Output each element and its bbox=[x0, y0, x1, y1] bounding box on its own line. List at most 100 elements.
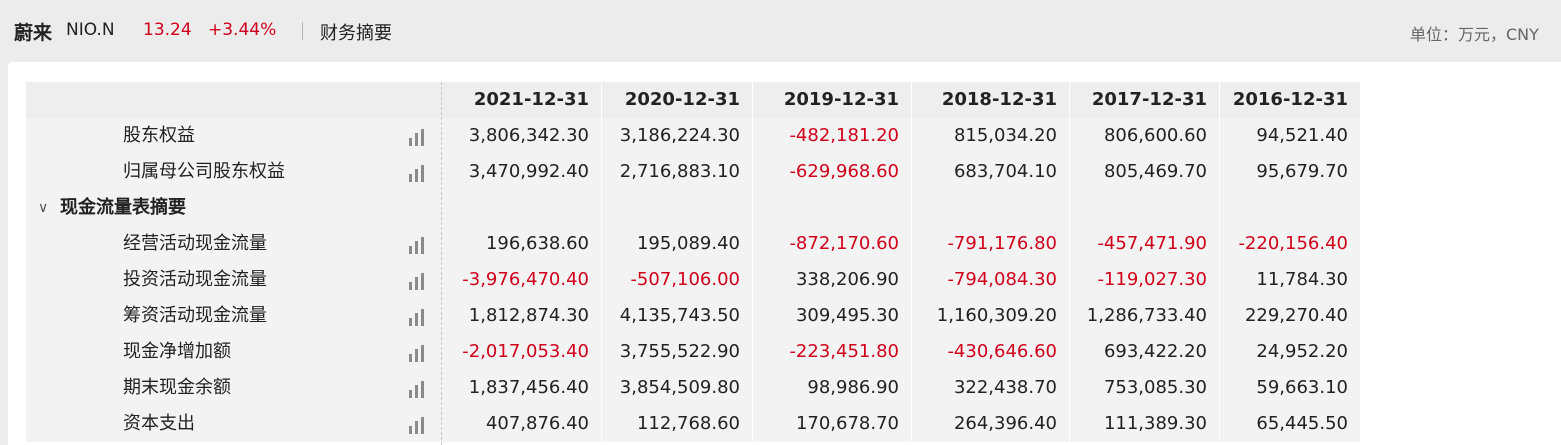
table-cell: 805,469.70 bbox=[1103, 161, 1207, 182]
table-cell: 170,678.70 bbox=[795, 413, 899, 434]
table-cell: 196,638.60 bbox=[485, 233, 589, 254]
table-cell: 806,600.60 bbox=[1103, 125, 1207, 146]
bar-chart-icon[interactable] bbox=[409, 344, 429, 362]
table-cell: 338,206.90 bbox=[795, 269, 899, 290]
row-label: 现金净增加额 bbox=[123, 341, 231, 362]
table-row: 现金净增加额 -2,017,053.40 3,755,522.90 -223,451.… bbox=[26, 334, 1360, 370]
row-label-cell: 股东权益 bbox=[26, 118, 441, 154]
table-cell: -220,156.40 bbox=[1238, 233, 1348, 254]
row-label-cell: ∨ 现金流量表摘要 bbox=[26, 190, 441, 226]
table-cell: 59,663.10 bbox=[1256, 377, 1348, 398]
column-divider bbox=[1069, 82, 1070, 445]
bar-chart-icon[interactable] bbox=[409, 308, 429, 326]
row-label: 投资活动现金流量 bbox=[123, 269, 267, 290]
row-label-cell: 经营活动现金流量 bbox=[26, 226, 441, 262]
table-cell: 195,089.40 bbox=[636, 233, 740, 254]
column-header[interactable]: 2016-12-31 bbox=[1232, 89, 1348, 110]
table-cell: -223,451.80 bbox=[789, 341, 899, 362]
table-cell: -3,976,470.40 bbox=[462, 269, 589, 290]
column-divider bbox=[441, 82, 442, 445]
table-cell: -457,471.90 bbox=[1097, 233, 1207, 254]
stock-price: 13.24 bbox=[143, 20, 192, 40]
table-cell: -119,027.30 bbox=[1097, 269, 1207, 290]
table-cell: 11,784.30 bbox=[1256, 269, 1348, 290]
stock-code: NIO.N bbox=[66, 20, 115, 40]
section-title: 财务摘要 bbox=[320, 23, 392, 44]
table-cell: 1,837,456.40 bbox=[468, 377, 589, 398]
table-cell: -794,084.30 bbox=[947, 269, 1057, 290]
table-cell: 98,986.90 bbox=[807, 377, 899, 398]
chevron-down-icon[interactable]: ∨ bbox=[38, 200, 49, 216]
row-label: 股东权益 bbox=[123, 125, 195, 146]
table-cell: -872,170.60 bbox=[789, 233, 899, 254]
table-cell: 3,806,342.30 bbox=[468, 125, 589, 146]
table-cell: 2,716,883.10 bbox=[619, 161, 740, 182]
table-cell: 407,876.40 bbox=[485, 413, 589, 434]
table-cell: -791,176.80 bbox=[947, 233, 1057, 254]
table-cell: 65,445.50 bbox=[1256, 413, 1348, 434]
table-cell: 683,704.10 bbox=[953, 161, 1057, 182]
column-header[interactable]: 2018-12-31 bbox=[941, 89, 1057, 110]
stock-change: +3.44% bbox=[208, 20, 277, 40]
bar-chart-icon[interactable] bbox=[409, 236, 429, 254]
row-label: 资本支出 bbox=[123, 413, 195, 434]
row-label-cell: 投资活动现金流量 bbox=[26, 262, 441, 298]
table-cell: -629,968.60 bbox=[789, 161, 899, 182]
table-cell: 229,270.40 bbox=[1244, 305, 1348, 326]
table-row: 筹资活动现金流量 1,812,874.30 4,135,743.50 309,495.… bbox=[26, 298, 1360, 334]
header-divider bbox=[302, 22, 303, 40]
section-row[interactable]: ∨ 现金流量表摘要 bbox=[26, 190, 1360, 226]
header-bar: 蔚来 NIO.N 13.24 +3.44% 财务摘要 单位：万元，CNY bbox=[0, 0, 1561, 62]
column-divider bbox=[911, 82, 912, 445]
bar-chart-icon[interactable] bbox=[409, 272, 429, 290]
column-header[interactable]: 2020-12-31 bbox=[624, 89, 740, 110]
table-row: 期末现金余额 1,837,456.40 3,854,509.80 98,986.90 3… bbox=[26, 370, 1360, 406]
table-cell: 1,160,309.20 bbox=[936, 305, 1057, 326]
row-label: 筹资活动现金流量 bbox=[123, 305, 267, 326]
table-cell: 24,952.20 bbox=[1256, 341, 1348, 362]
table-cell: -2,017,053.40 bbox=[462, 341, 589, 362]
table-cell: 322,438.70 bbox=[953, 377, 1057, 398]
table-cell: 753,085.30 bbox=[1103, 377, 1207, 398]
table-cell: 693,422.20 bbox=[1103, 341, 1207, 362]
table-cell: 264,396.40 bbox=[953, 413, 1057, 434]
table-cell: 4,135,743.50 bbox=[619, 305, 740, 326]
table-row: 投资活动现金流量 -3,976,470.40 -507,106.00 338,206.… bbox=[26, 262, 1360, 298]
table-row: 经营活动现金流量 196,638.60 195,089.40 -872,170.60 -… bbox=[26, 226, 1360, 262]
table-row: 归属母公司股东权益 3,470,992.40 2,716,883.10 -629,96… bbox=[26, 154, 1360, 190]
bar-chart-icon[interactable] bbox=[409, 164, 429, 182]
table-cell: 309,495.30 bbox=[795, 305, 899, 326]
column-divider bbox=[752, 82, 753, 445]
table-cell: 3,470,992.40 bbox=[468, 161, 589, 182]
bar-chart-icon[interactable] bbox=[409, 380, 429, 398]
table-cell: 1,812,874.30 bbox=[468, 305, 589, 326]
table-cell: -430,646.60 bbox=[947, 341, 1057, 362]
row-label: 经营活动现金流量 bbox=[123, 233, 267, 254]
bar-chart-icon[interactable] bbox=[409, 416, 429, 434]
table-cell: -482,181.20 bbox=[789, 125, 899, 146]
row-label-cell: 期末现金余额 bbox=[26, 370, 441, 406]
bar-chart-icon[interactable] bbox=[409, 128, 429, 146]
table-cell: 94,521.40 bbox=[1256, 125, 1348, 146]
section-label: 现金流量表摘要 bbox=[60, 197, 186, 218]
row-label-cell: 归属母公司股东权益 bbox=[26, 154, 441, 190]
stock-name: 蔚来 bbox=[14, 22, 53, 44]
table-cell: 815,034.20 bbox=[953, 125, 1057, 146]
table-cell: 112,768.60 bbox=[636, 413, 740, 434]
column-divider bbox=[1219, 82, 1220, 445]
column-divider bbox=[601, 82, 602, 445]
table-cell: 3,186,224.30 bbox=[619, 125, 740, 146]
table-cell: -507,106.00 bbox=[630, 269, 740, 290]
column-header[interactable]: 2021-12-31 bbox=[473, 89, 589, 110]
row-label-cell: 资本支出 bbox=[26, 406, 441, 442]
column-header[interactable]: 2017-12-31 bbox=[1091, 89, 1207, 110]
row-label-cell: 筹资活动现金流量 bbox=[26, 298, 441, 334]
table-row: 股东权益 3,806,342.30 3,186,224.30 -482,181.20 8… bbox=[26, 118, 1360, 154]
table-cell: 1,286,733.40 bbox=[1086, 305, 1207, 326]
column-header[interactable]: 2019-12-31 bbox=[783, 89, 899, 110]
unit-label: 单位：万元，CNY bbox=[1410, 25, 1539, 44]
table-row: 资本支出 407,876.40 112,768.60 170,678.70 264,39… bbox=[26, 406, 1360, 442]
row-label-cell: 现金净增加额 bbox=[26, 334, 441, 370]
table-cell: 111,389.30 bbox=[1103, 413, 1207, 434]
table-cell: 3,854,509.80 bbox=[619, 377, 740, 398]
